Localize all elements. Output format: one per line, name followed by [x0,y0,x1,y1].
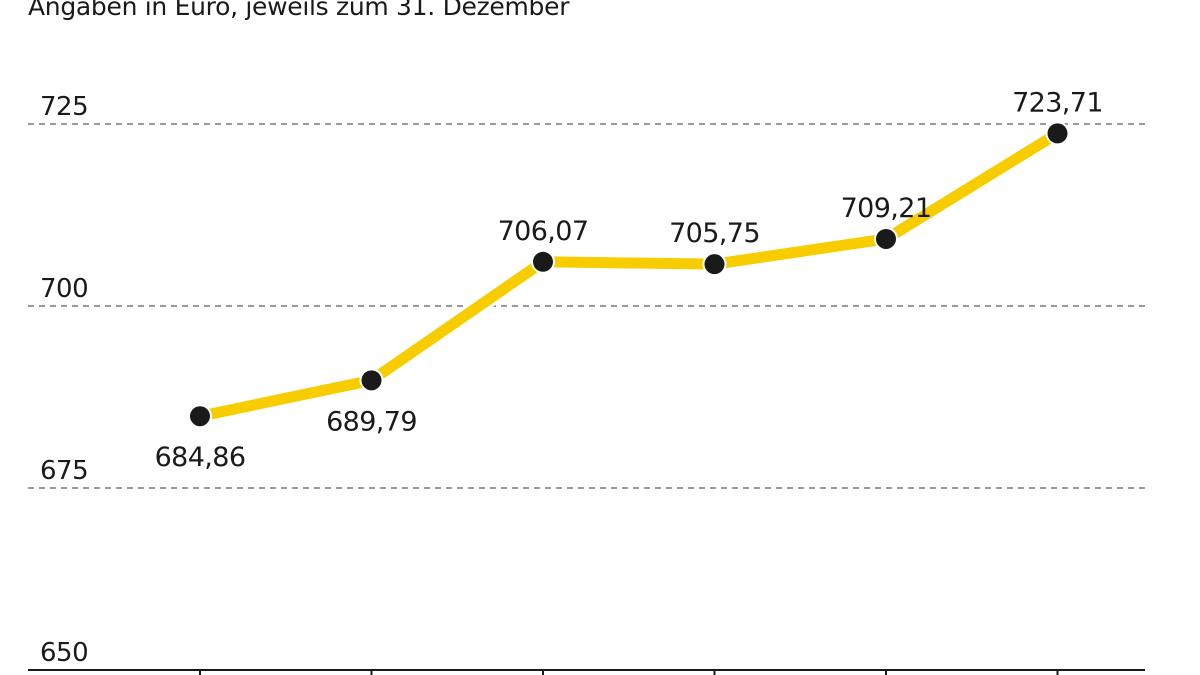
data-label-4: 705,75 [669,218,760,249]
data-labels: 650 675 700 725 684,86 689,79 706,07 705,75 709,… [40,87,1104,668]
data-point-6 [1047,123,1068,144]
series-line-halo [198,126,1062,425]
data-label-3: 706,07 [498,216,589,247]
data-points [188,121,1070,429]
series-line-path [198,128,1061,422]
data-point-2 [361,370,382,391]
y-tick-label-650: 650 [40,638,88,668]
y-tick-label-675: 675 [40,456,88,486]
data-label-5: 709,21 [841,193,932,224]
data-label-6: 723,71 [1012,87,1103,118]
series-line [198,126,1062,425]
data-point-5 [876,228,896,249]
data-point-4 [704,254,725,275]
chart-subtitle: Angaben in Euro, jeweils zum 31. Dezembe… [28,0,570,21]
data-point-1 [190,406,210,427]
data-label-1: 684,86 [155,442,246,473]
y-tick-label-725: 725 [40,92,88,122]
x-axis [28,669,1145,675]
data-point-3 [533,251,553,272]
y-tick-label-700: 700 [40,274,88,304]
data-label-2: 689,79 [326,406,417,437]
